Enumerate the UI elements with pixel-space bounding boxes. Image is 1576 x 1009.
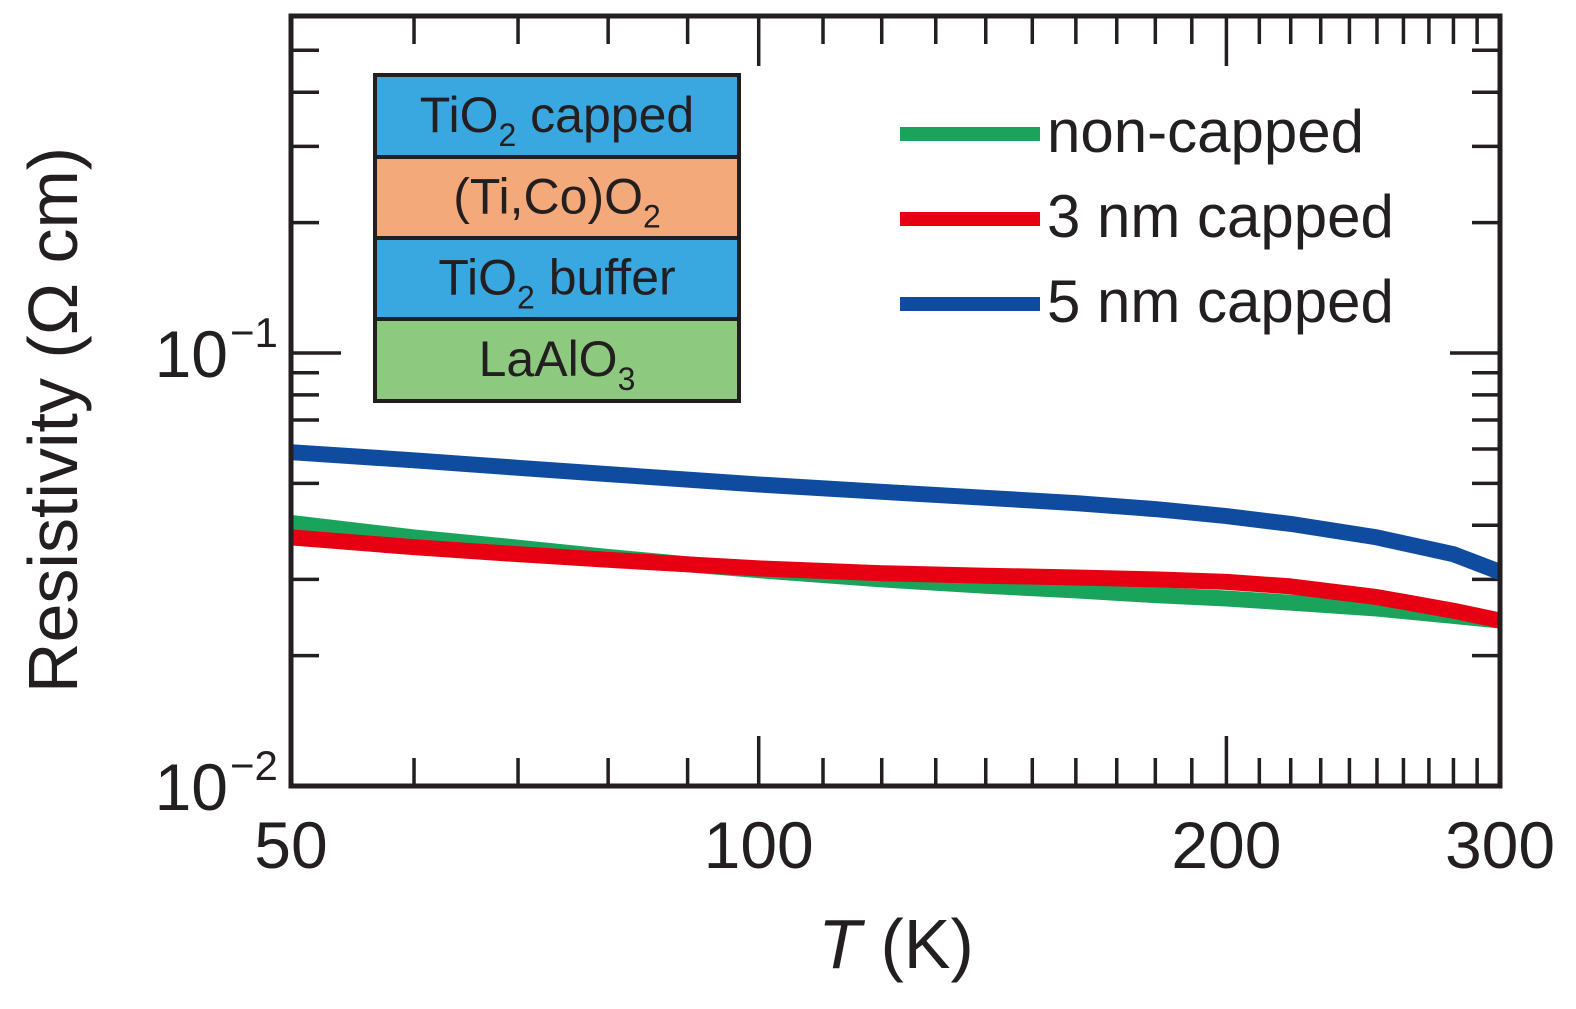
plot-frame	[288, 13, 1503, 789]
inset-layer-label-base: TiO	[420, 87, 499, 143]
inset-layer-label-subscript: 3	[618, 361, 636, 397]
inset-layer-label-subscript: 2	[643, 199, 661, 235]
axis-ticks	[291, 16, 1500, 786]
x-tick-label: 50	[254, 808, 327, 882]
inset-layer-box	[373, 317, 741, 403]
inset-layer-label-base: (Ti,Co)O	[453, 169, 643, 225]
y-tick-label: 10 −2	[155, 742, 278, 824]
legend-entry: 5 nm capped	[900, 268, 1394, 335]
inset-layer-label-subscript: 2	[498, 117, 516, 153]
x-tick-label: 200	[1171, 808, 1281, 882]
legend-label: 3 nm capped	[1047, 183, 1394, 250]
y-tick-label: 10 −1	[155, 309, 278, 391]
inset-layer: LaAlO3	[373, 317, 741, 403]
y-tick-label-exponent: −1	[230, 309, 278, 356]
inset-layer-label-base: TiO	[438, 250, 517, 306]
inset-layer-box	[373, 236, 741, 321]
series-line-3-nm-capped	[290, 529, 1502, 629]
legend-entry: non-capped	[900, 98, 1364, 165]
x-tick-label: 100	[704, 808, 814, 882]
inset-layer-label: LaAlO3	[479, 331, 636, 397]
x-axis-title: T (K)	[818, 905, 974, 983]
y-axis-title: Resistivity (Ω cm)	[14, 147, 92, 693]
inset-layer-label-tail: buffer	[535, 250, 676, 306]
legend: non-capped 3 nm capped 5 nm capped	[900, 98, 1394, 335]
inset-layer-box	[373, 155, 741, 240]
inset-layer: TiO2 buffer	[373, 236, 741, 321]
y-tick-label-base: 10	[155, 317, 228, 391]
data-series	[290, 444, 1503, 629]
inset-layer-label: (Ti,Co)O2	[453, 169, 661, 235]
inset-layer: (Ti,Co)O2	[373, 155, 741, 240]
inset-layer-label-subscript: 2	[517, 280, 535, 316]
x-tick-label: 300	[1445, 808, 1555, 882]
series-line-5-nm-capped	[290, 444, 1503, 580]
inset-layer-label-base: LaAlO	[479, 331, 618, 387]
y-tick-label-exponent: −2	[230, 742, 278, 789]
inset-layer-label: TiO2 buffer	[438, 250, 675, 316]
legend-label: 5 nm capped	[1047, 268, 1394, 335]
inset-layer: TiO2 capped	[373, 73, 741, 159]
legend-entry: 3 nm capped	[900, 183, 1394, 250]
legend-label: non-capped	[1047, 98, 1364, 165]
y-tick-label-base: 10	[155, 750, 228, 824]
inset-layer-label-tail: capped	[516, 87, 694, 143]
inset-layer-label: TiO2 capped	[420, 87, 694, 153]
